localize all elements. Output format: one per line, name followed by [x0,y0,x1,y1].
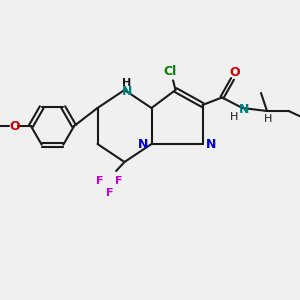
Text: H: H [122,78,131,88]
Text: H: H [264,114,273,124]
Text: F: F [116,176,123,187]
Text: H: H [230,112,238,122]
Text: N: N [122,85,132,98]
Text: N: N [206,137,216,151]
Text: N: N [239,103,249,116]
Text: F: F [96,176,104,187]
Text: Cl: Cl [164,65,177,78]
Text: F: F [106,188,113,198]
Text: O: O [230,66,240,79]
Text: O: O [9,119,20,133]
Text: N: N [138,137,148,151]
